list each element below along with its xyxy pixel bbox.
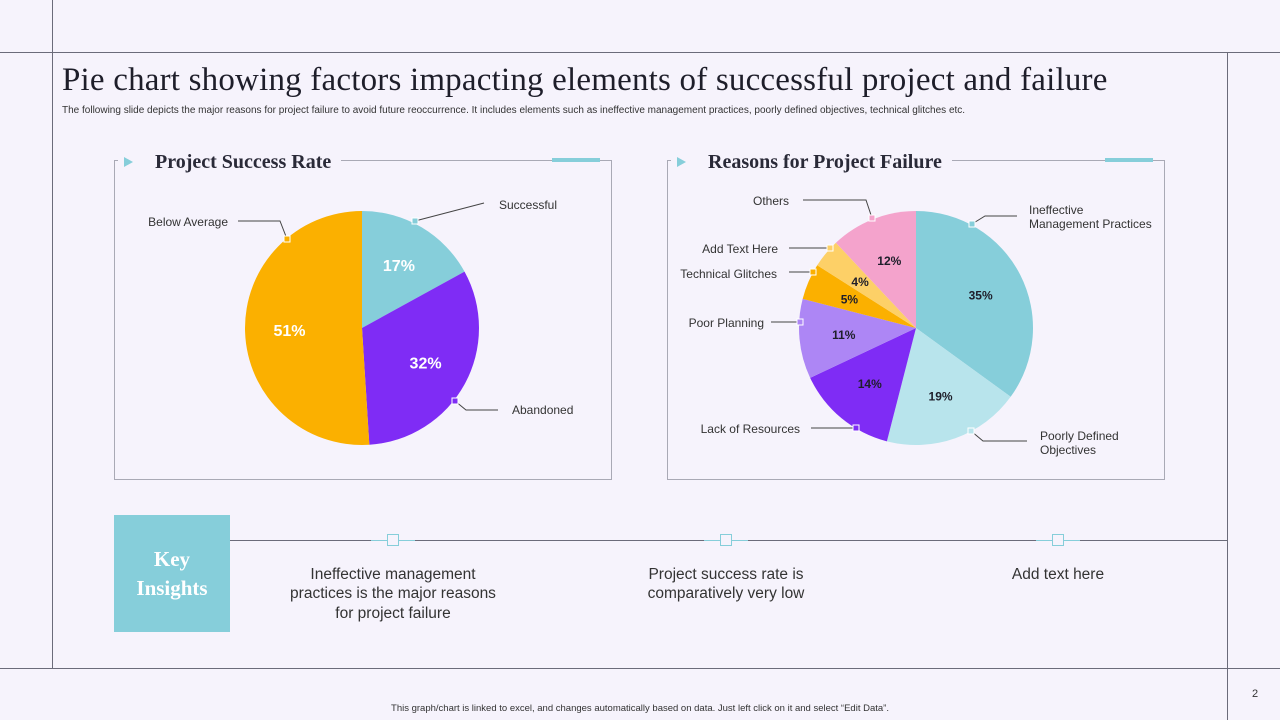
callout-line: [803, 199, 873, 219]
failure-reasons-chart[interactable]: 35% 19% 14% 11% 5% 4% 12% Ineffective Management…: [667, 180, 1165, 475]
panel-accent-bar: [552, 158, 600, 162]
slice-value-label: 14%: [858, 377, 882, 391]
success-rate-title: Project Success Rate: [155, 150, 332, 173]
slice-category-label: Abandoned: [512, 403, 573, 417]
slice-value-label: 35%: [969, 288, 993, 302]
insight-text-2: Project success rate is comparatively ve…: [647, 566, 805, 603]
callout-marker: [967, 427, 975, 435]
callout-marker: [411, 217, 419, 225]
callout-marker: [852, 424, 860, 432]
callout-line: [970, 430, 1027, 442]
pie-slice-technical-glitches[interactable]: [802, 265, 916, 328]
failure-reasons-title: Reasons for Project Failure: [708, 150, 942, 173]
pie-slice-add-text-here[interactable]: [817, 242, 916, 328]
frame-bottom-line: [0, 668, 1280, 669]
insight-text-3: Add text here: [1011, 566, 1105, 583]
timeline-node: [1052, 534, 1064, 546]
callout-line: [414, 202, 485, 222]
play-arrow-icon: [124, 157, 133, 167]
slice-value-label: 11%: [832, 328, 856, 342]
pie-slice-successful[interactable]: [362, 211, 465, 328]
failure-reasons-header: Reasons for Project Failure: [671, 150, 952, 174]
pie-slice-ineffective-management-practices[interactable]: [916, 211, 1033, 397]
pie-slice-abandoned[interactable]: [362, 271, 479, 445]
slice-value-label: 4%: [851, 275, 869, 289]
success-rate-chart[interactable]: 17% 32% 51% Successful Abandoned Below Averag…: [114, 180, 612, 475]
pie-slice-lack-of-resources[interactable]: [810, 328, 916, 442]
slice-value-label: 12%: [877, 254, 901, 268]
callout-marker: [796, 318, 804, 326]
slice-category-label: Successful: [499, 198, 557, 212]
slice-value-label: 5%: [841, 292, 859, 306]
failure-reasons-pie[interactable]: 35% 19% 14% 11% 5% 4% 12% Ineffective Management…: [667, 180, 1165, 470]
page-number: 2: [1252, 688, 1259, 700]
slice-category-label: Lack of Resources: [701, 422, 800, 436]
pie-slice-below-average[interactable]: [245, 211, 370, 445]
slice-category-label: Below Average: [148, 215, 228, 229]
success-rate-panel: [114, 160, 612, 480]
footer-note: This graph/chart is linked to excel, and…: [391, 703, 889, 714]
slice-value-label: 51%: [273, 323, 305, 340]
callout-marker: [868, 214, 876, 222]
slice-category-label: Technical Glitches: [680, 267, 777, 281]
callout-marker: [968, 220, 976, 228]
slice-value-label: 32%: [410, 356, 442, 373]
insight-text-1: Ineffective management practices is the …: [290, 566, 496, 622]
panel-accent-bar: [1105, 158, 1153, 162]
slide-title: Pie chart showing factors impacting elem…: [62, 62, 1108, 98]
pie-slice-others[interactable]: [835, 211, 916, 328]
slide-subtitle: The following slide depicts the major re…: [62, 105, 966, 116]
slice-value-label: 17%: [383, 258, 415, 275]
callout-marker: [826, 244, 834, 252]
callout-line: [971, 215, 1017, 225]
frame-left-line: [52, 0, 53, 668]
slice-category-label: Ineffective Management Practices: [1029, 203, 1152, 231]
callout-marker: [283, 235, 291, 243]
timeline-node: [720, 534, 732, 546]
callout-marker: [451, 397, 459, 405]
slice-category-label: Others: [753, 194, 789, 208]
success-rate-pie[interactable]: 17% 32% 51% Successful Abandoned Below Averag…: [114, 180, 612, 470]
play-arrow-icon: [677, 157, 686, 167]
slice-category-label: Poorly Defined Objectives: [1040, 429, 1119, 457]
slice-category-label: Poor Planning: [689, 316, 764, 330]
slice-category-label: Add Text Here: [702, 242, 778, 256]
frame-top-line: [0, 52, 1280, 53]
pie-slice-poorly-defined-objectives[interactable]: [886, 328, 1011, 445]
key-insights-box: Key Insights: [114, 515, 230, 632]
pie-slice-poor-planning[interactable]: [799, 298, 916, 378]
frame-right-line: [1227, 52, 1228, 720]
success-rate-header: Project Success Rate: [118, 150, 342, 174]
slice-value-label: 19%: [929, 389, 953, 403]
timeline-node: [387, 534, 399, 546]
callout-line: [454, 400, 498, 411]
callout-marker: [809, 268, 817, 276]
callout-line: [238, 220, 288, 240]
